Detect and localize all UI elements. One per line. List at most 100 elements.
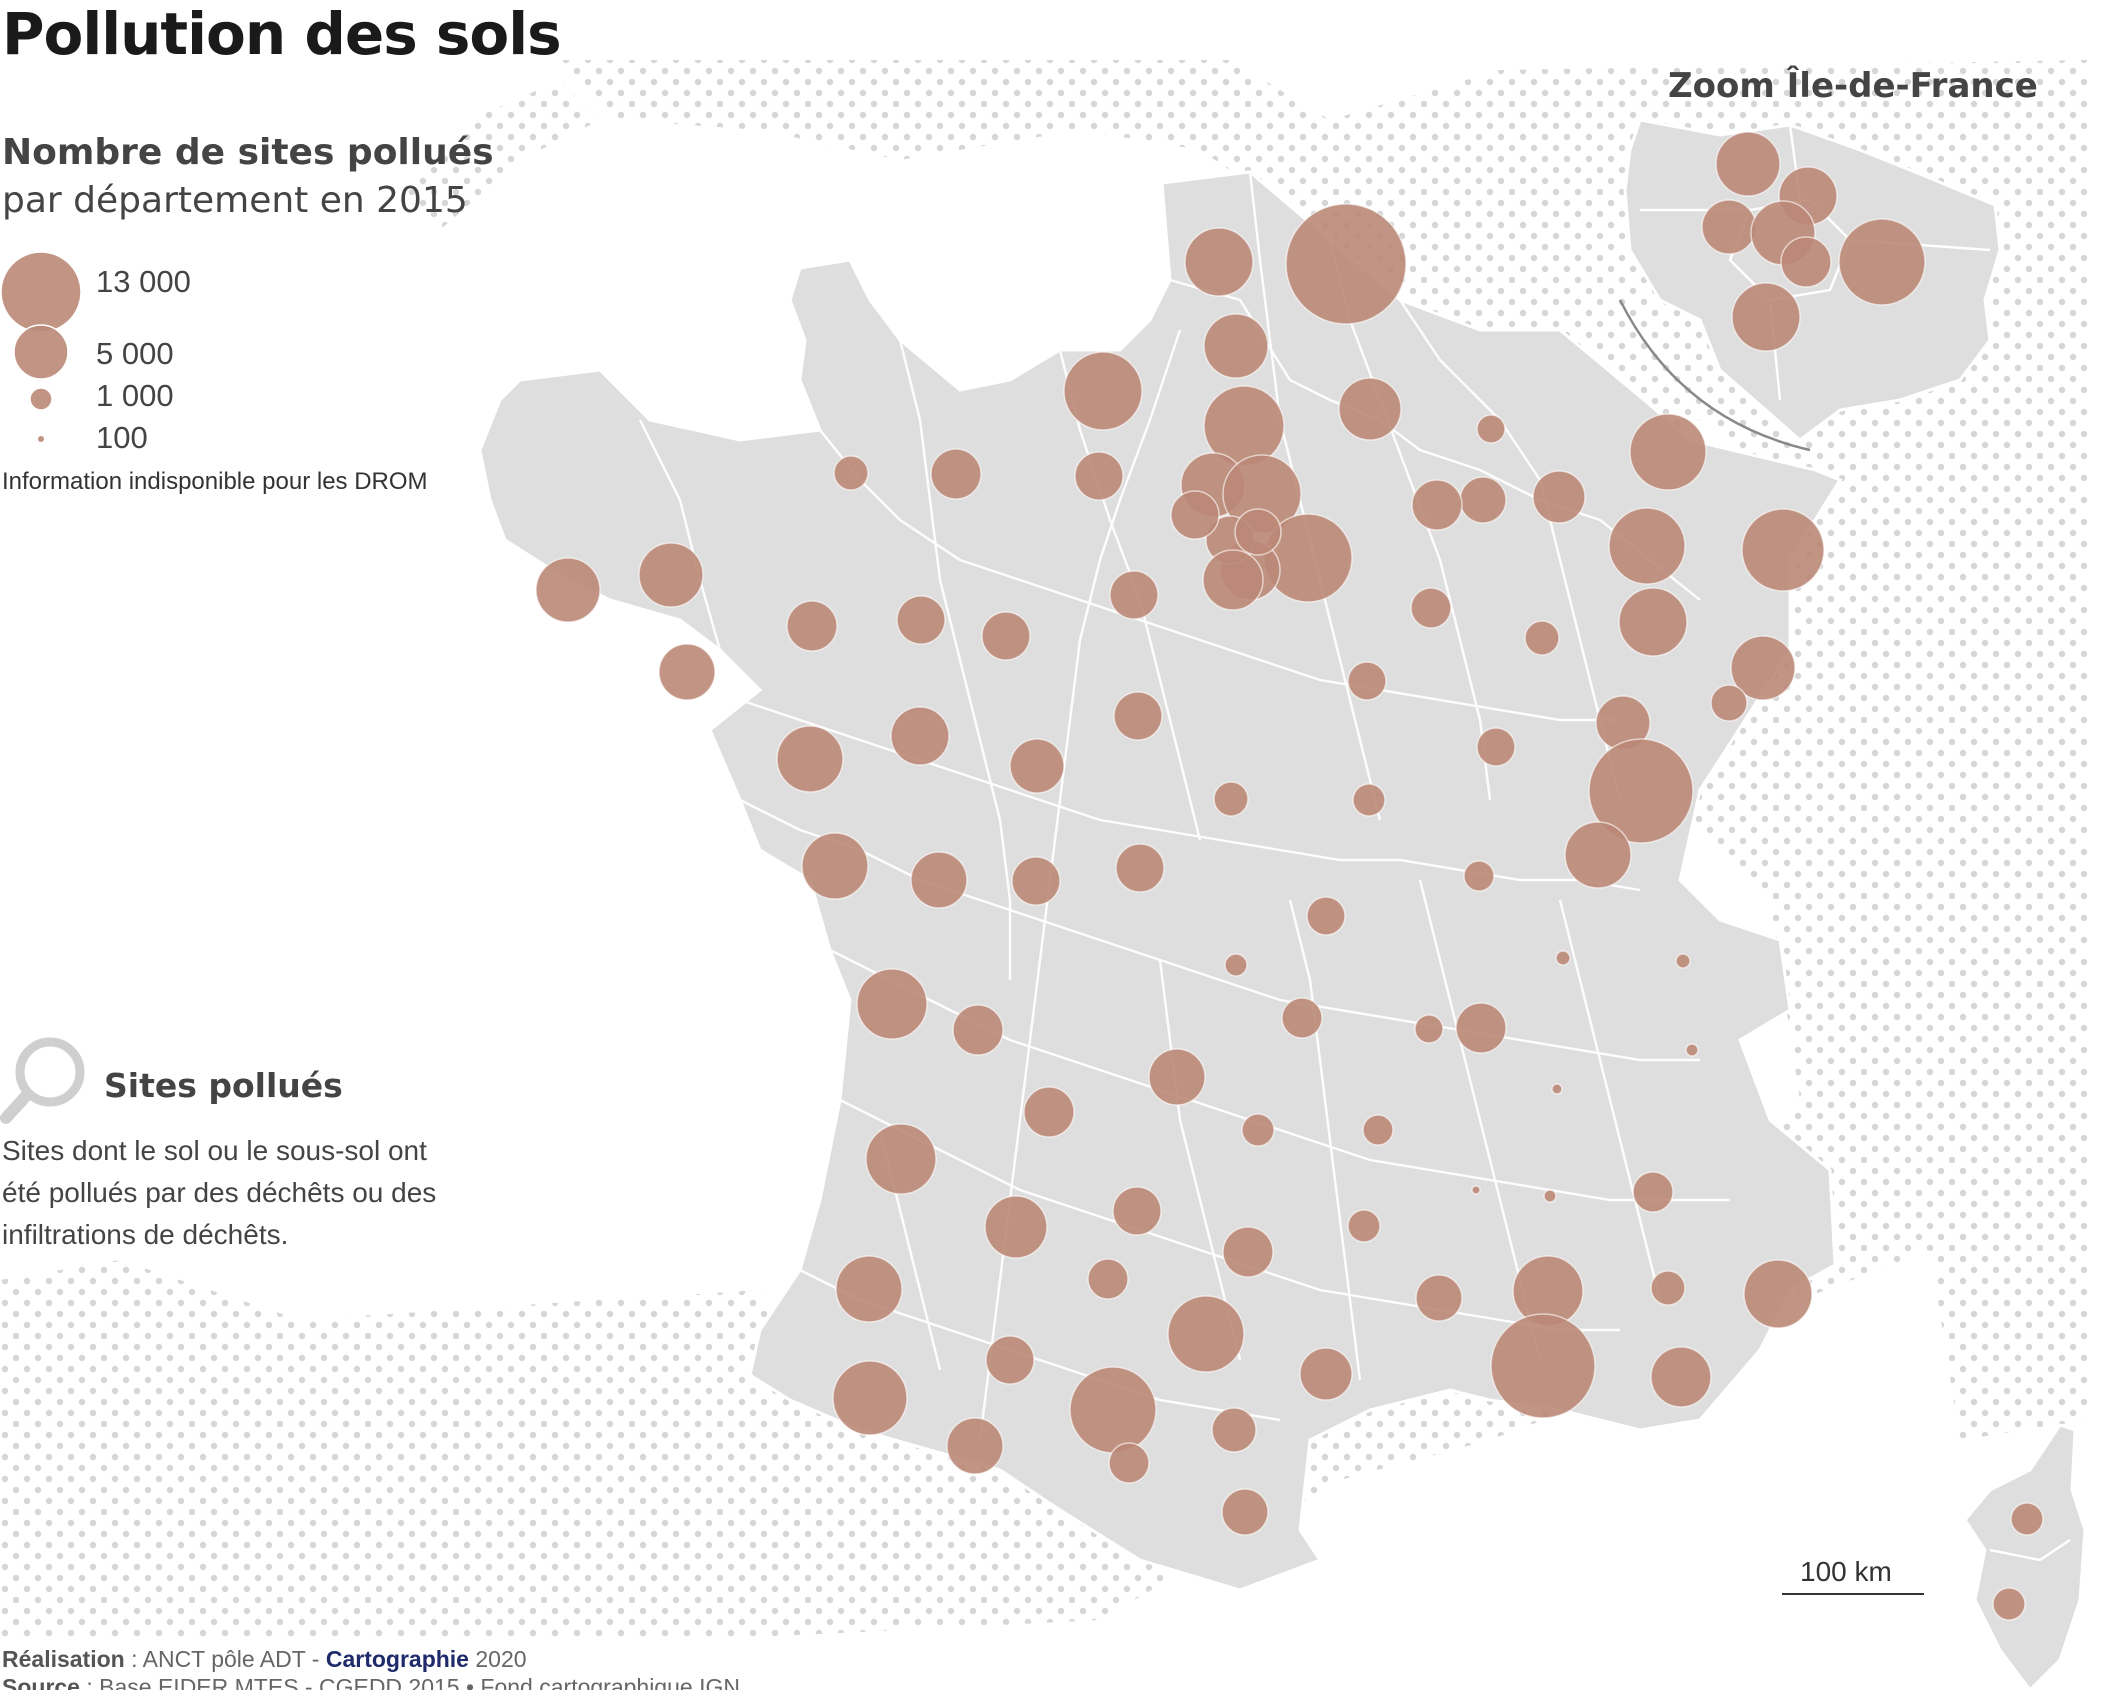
credit-realisation-text: : ANCT pôle ADT - xyxy=(124,1646,326,1672)
site-circle xyxy=(638,542,704,608)
site-circle xyxy=(1347,661,1387,701)
site-circle xyxy=(1415,1274,1463,1322)
site-circle xyxy=(1074,451,1124,501)
site-circle xyxy=(1234,508,1282,556)
site-circle xyxy=(1618,587,1688,657)
site-circle xyxy=(801,832,869,900)
site-circle xyxy=(1410,587,1452,629)
site-circle xyxy=(1362,1114,1394,1146)
site-circle xyxy=(1532,470,1586,524)
site-circle xyxy=(1555,950,1571,966)
site-circle xyxy=(1838,218,1926,306)
site-circle xyxy=(1731,282,1801,352)
site-circle xyxy=(833,455,869,491)
credit-realisation: Réalisation : ANCT pôle ADT - Cartograph… xyxy=(2,1646,527,1673)
site-circle xyxy=(1352,783,1386,817)
site-circle xyxy=(1476,414,1506,444)
site-circle xyxy=(1524,620,1560,656)
credit-source-text: : Base EIDER MTES - CGEDD 2015 • Fond ca… xyxy=(79,1674,740,1690)
site-circle xyxy=(1710,684,1748,722)
site-circle xyxy=(1213,781,1249,817)
site-circle xyxy=(1306,896,1346,936)
site-circle xyxy=(1463,860,1495,892)
credit-cartographie: Cartographie xyxy=(325,1646,469,1672)
map-title: Pollution des sols xyxy=(2,0,562,68)
site-circle xyxy=(1551,1083,1563,1095)
site-circle xyxy=(1221,1488,1269,1536)
site-circle xyxy=(786,600,838,652)
site-circle xyxy=(1730,635,1796,701)
site-circle xyxy=(1992,1587,2026,1621)
credit-source-label: Source xyxy=(2,1674,80,1690)
site-circle xyxy=(1650,1270,1686,1306)
site-circle xyxy=(1170,490,1220,540)
site-circle xyxy=(1701,199,1757,255)
site-circle xyxy=(832,1360,908,1436)
site-circle xyxy=(1543,1189,1557,1203)
scale-label: 100 km xyxy=(1800,1556,1892,1587)
site-circle xyxy=(1608,507,1686,585)
info-box-title: Sites pollués xyxy=(104,1066,343,1105)
site-circle xyxy=(1675,953,1691,969)
legend-note: Information indisponible pour les DROM xyxy=(2,468,428,495)
site-circle xyxy=(1108,1442,1150,1484)
site-circle xyxy=(658,643,716,701)
zoom-connector-arc xyxy=(1618,299,1811,452)
magnifier-icon xyxy=(0,1037,85,1124)
site-circle xyxy=(856,968,928,1040)
site-circle xyxy=(1629,413,1707,491)
site-circle xyxy=(1650,1346,1712,1408)
site-circle xyxy=(1009,738,1065,794)
site-circle xyxy=(776,725,844,793)
site-circle xyxy=(1113,691,1163,741)
legend-subtitle: par département en 2015 xyxy=(2,180,468,221)
site-circle xyxy=(1743,1259,1813,1329)
legend-label-13000: 13 000 xyxy=(96,264,191,299)
site-circle xyxy=(1455,1002,1507,1054)
site-circle xyxy=(1414,1014,1444,1044)
site-circle xyxy=(1490,1313,1596,1419)
site-circle xyxy=(952,1004,1004,1056)
site-circle xyxy=(865,1123,937,1195)
zoom-title: Zoom Île-de-France xyxy=(1668,66,2038,106)
legend-label-5000: 5 000 xyxy=(96,336,174,371)
legend-circle-5000 xyxy=(13,324,69,380)
site-circle xyxy=(1632,1171,1674,1213)
site-circle xyxy=(890,706,950,766)
site-circle xyxy=(2010,1502,2044,1536)
site-circle xyxy=(981,611,1031,661)
site-circle xyxy=(1115,843,1165,893)
legend-title: Nombre de sites pollués xyxy=(2,132,494,173)
legend-label-1000: 1 000 xyxy=(96,378,174,413)
info-box-text: Sites dont le sol ou le sous-sol ont été… xyxy=(2,1135,437,1250)
site-circle xyxy=(1285,203,1407,325)
site-circle xyxy=(1564,821,1632,889)
site-circle xyxy=(1109,570,1159,620)
site-circle xyxy=(1471,1185,1481,1195)
site-circle xyxy=(896,595,946,645)
legend-label-100: 100 xyxy=(96,420,148,455)
site-circle xyxy=(1281,997,1323,1039)
site-circle xyxy=(984,1195,1048,1259)
credit-year: 2020 xyxy=(468,1646,527,1672)
site-circle xyxy=(946,1417,1004,1475)
legend-circle-1000 xyxy=(29,387,53,411)
site-circle xyxy=(1299,1347,1353,1401)
site-circle xyxy=(1087,1258,1129,1300)
site-circle xyxy=(1411,479,1463,531)
site-circle xyxy=(835,1255,903,1323)
site-circle xyxy=(1211,1407,1257,1453)
site-circle xyxy=(1203,313,1269,379)
site-circle xyxy=(1069,1366,1157,1454)
site-circle xyxy=(1241,1113,1275,1147)
site-circle xyxy=(535,557,601,623)
site-circle xyxy=(1459,476,1507,524)
credit-realisation-label: Réalisation xyxy=(2,1646,125,1672)
site-circle xyxy=(1338,377,1402,441)
site-circle xyxy=(1715,131,1781,197)
site-circle xyxy=(985,1335,1035,1385)
legend-circle-13000 xyxy=(0,251,82,333)
site-circle xyxy=(1347,1209,1381,1243)
